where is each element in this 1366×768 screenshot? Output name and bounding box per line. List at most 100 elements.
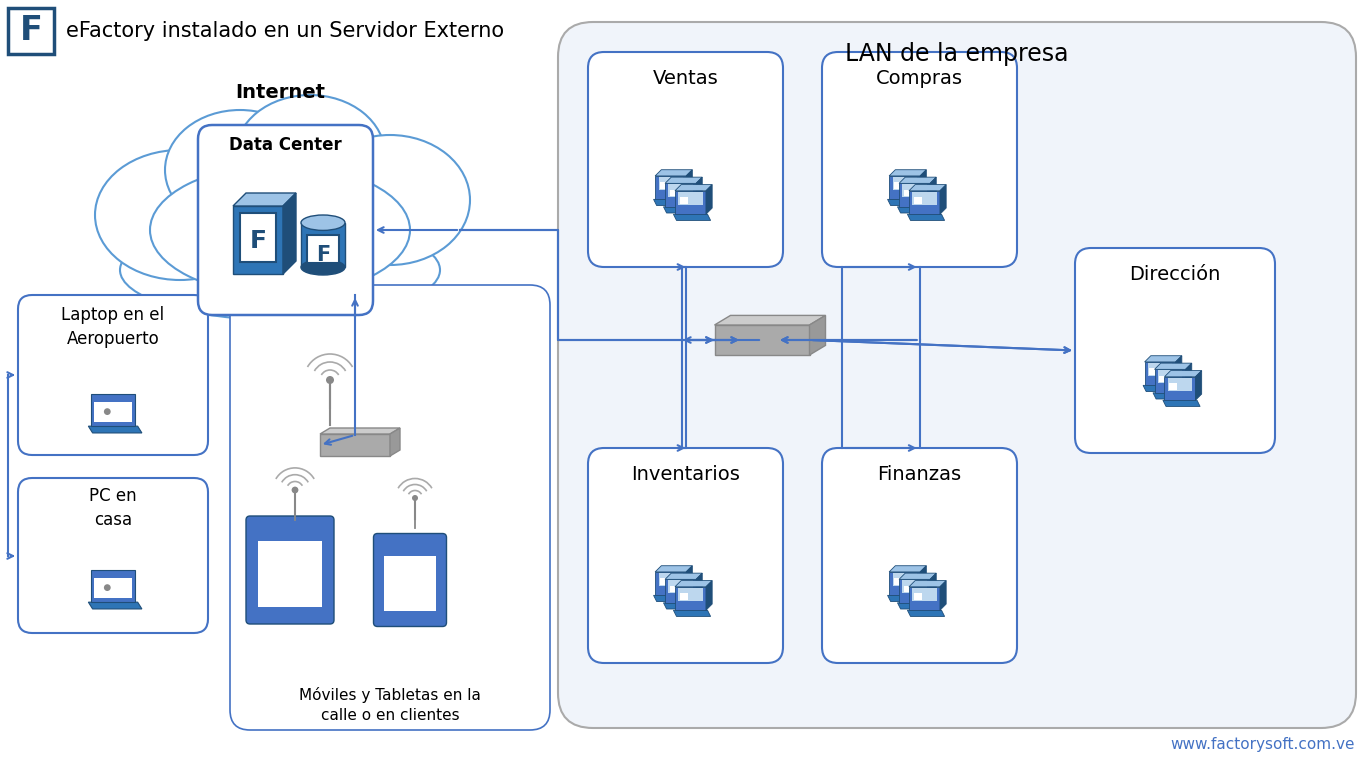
Polygon shape — [665, 184, 697, 207]
Polygon shape — [675, 581, 712, 587]
FancyBboxPatch shape — [587, 448, 783, 663]
Text: PC en
casa: PC en casa — [89, 487, 137, 529]
Polygon shape — [899, 579, 930, 603]
Polygon shape — [810, 316, 825, 355]
FancyBboxPatch shape — [669, 190, 678, 196]
Polygon shape — [888, 200, 925, 206]
FancyBboxPatch shape — [1160, 376, 1167, 382]
Polygon shape — [653, 200, 691, 206]
Text: F: F — [19, 15, 42, 48]
Circle shape — [413, 495, 418, 501]
FancyBboxPatch shape — [8, 8, 55, 54]
FancyBboxPatch shape — [307, 234, 339, 263]
FancyBboxPatch shape — [94, 396, 133, 422]
Polygon shape — [1164, 371, 1202, 377]
Text: Internet: Internet — [235, 82, 325, 101]
Text: F: F — [316, 245, 331, 265]
Circle shape — [104, 409, 111, 415]
Text: Ventas: Ventas — [653, 68, 719, 88]
FancyBboxPatch shape — [587, 52, 783, 267]
Text: Dirección: Dirección — [1130, 264, 1221, 283]
FancyBboxPatch shape — [94, 396, 133, 402]
FancyBboxPatch shape — [893, 182, 902, 189]
Text: Móviles y Tabletas en la
calle o en clientes: Móviles y Tabletas en la calle o en clie… — [299, 687, 481, 723]
Polygon shape — [686, 566, 693, 595]
Polygon shape — [697, 177, 702, 207]
Polygon shape — [653, 595, 691, 601]
Polygon shape — [234, 193, 296, 206]
Polygon shape — [656, 572, 686, 595]
Polygon shape — [921, 170, 926, 200]
FancyBboxPatch shape — [822, 52, 1018, 267]
Text: eFactory instalado en un Servidor Externo: eFactory instalado en un Servidor Extern… — [66, 21, 504, 41]
Polygon shape — [686, 170, 693, 200]
Polygon shape — [907, 214, 945, 220]
Polygon shape — [1145, 356, 1182, 362]
Polygon shape — [320, 428, 400, 434]
FancyBboxPatch shape — [914, 593, 922, 600]
FancyBboxPatch shape — [1149, 368, 1157, 375]
FancyBboxPatch shape — [384, 544, 436, 611]
Polygon shape — [908, 190, 940, 214]
Polygon shape — [1153, 392, 1190, 399]
Polygon shape — [907, 611, 945, 617]
FancyBboxPatch shape — [240, 213, 276, 262]
Polygon shape — [656, 176, 686, 200]
Polygon shape — [1145, 362, 1176, 386]
Polygon shape — [908, 581, 947, 587]
Polygon shape — [675, 184, 712, 190]
FancyBboxPatch shape — [1168, 378, 1193, 391]
Polygon shape — [930, 177, 936, 207]
Circle shape — [291, 487, 298, 493]
Ellipse shape — [165, 110, 316, 230]
FancyBboxPatch shape — [557, 22, 1356, 728]
Polygon shape — [391, 428, 400, 456]
Polygon shape — [706, 184, 712, 214]
FancyBboxPatch shape — [1147, 362, 1172, 376]
Ellipse shape — [96, 150, 265, 280]
Polygon shape — [673, 214, 710, 220]
Polygon shape — [908, 184, 947, 190]
FancyBboxPatch shape — [1169, 383, 1177, 389]
Text: Inventarios: Inventarios — [631, 465, 740, 484]
Circle shape — [104, 584, 111, 591]
Polygon shape — [889, 170, 926, 176]
Polygon shape — [665, 579, 697, 603]
FancyBboxPatch shape — [198, 125, 373, 315]
FancyBboxPatch shape — [822, 448, 1018, 663]
FancyBboxPatch shape — [18, 478, 208, 633]
Polygon shape — [320, 434, 391, 456]
Polygon shape — [889, 176, 921, 200]
Text: Laptop en el
Aeropuerto: Laptop en el Aeropuerto — [61, 306, 164, 348]
Polygon shape — [1143, 386, 1180, 392]
Text: LAN de la empresa: LAN de la empresa — [846, 42, 1068, 66]
FancyBboxPatch shape — [904, 190, 911, 196]
Ellipse shape — [301, 215, 346, 230]
Ellipse shape — [301, 260, 346, 275]
FancyBboxPatch shape — [12, 12, 51, 50]
Polygon shape — [908, 587, 940, 611]
FancyBboxPatch shape — [669, 586, 678, 592]
FancyBboxPatch shape — [893, 578, 902, 584]
FancyBboxPatch shape — [658, 177, 683, 190]
Text: www.factorysoft.com.ve: www.factorysoft.com.ve — [1171, 737, 1355, 752]
FancyBboxPatch shape — [229, 285, 550, 730]
Polygon shape — [675, 190, 706, 214]
Polygon shape — [1195, 371, 1202, 400]
Polygon shape — [89, 602, 142, 609]
FancyBboxPatch shape — [903, 184, 926, 197]
Text: Data Center: Data Center — [229, 136, 342, 154]
Polygon shape — [283, 193, 296, 274]
Polygon shape — [697, 573, 702, 603]
Polygon shape — [234, 206, 283, 274]
FancyBboxPatch shape — [384, 544, 436, 556]
Polygon shape — [1162, 400, 1201, 406]
FancyBboxPatch shape — [373, 534, 447, 627]
Polygon shape — [930, 573, 936, 603]
FancyBboxPatch shape — [668, 581, 693, 593]
Polygon shape — [897, 603, 934, 609]
FancyBboxPatch shape — [1075, 248, 1274, 453]
Polygon shape — [1164, 377, 1195, 400]
Polygon shape — [656, 170, 693, 176]
Polygon shape — [889, 572, 921, 595]
